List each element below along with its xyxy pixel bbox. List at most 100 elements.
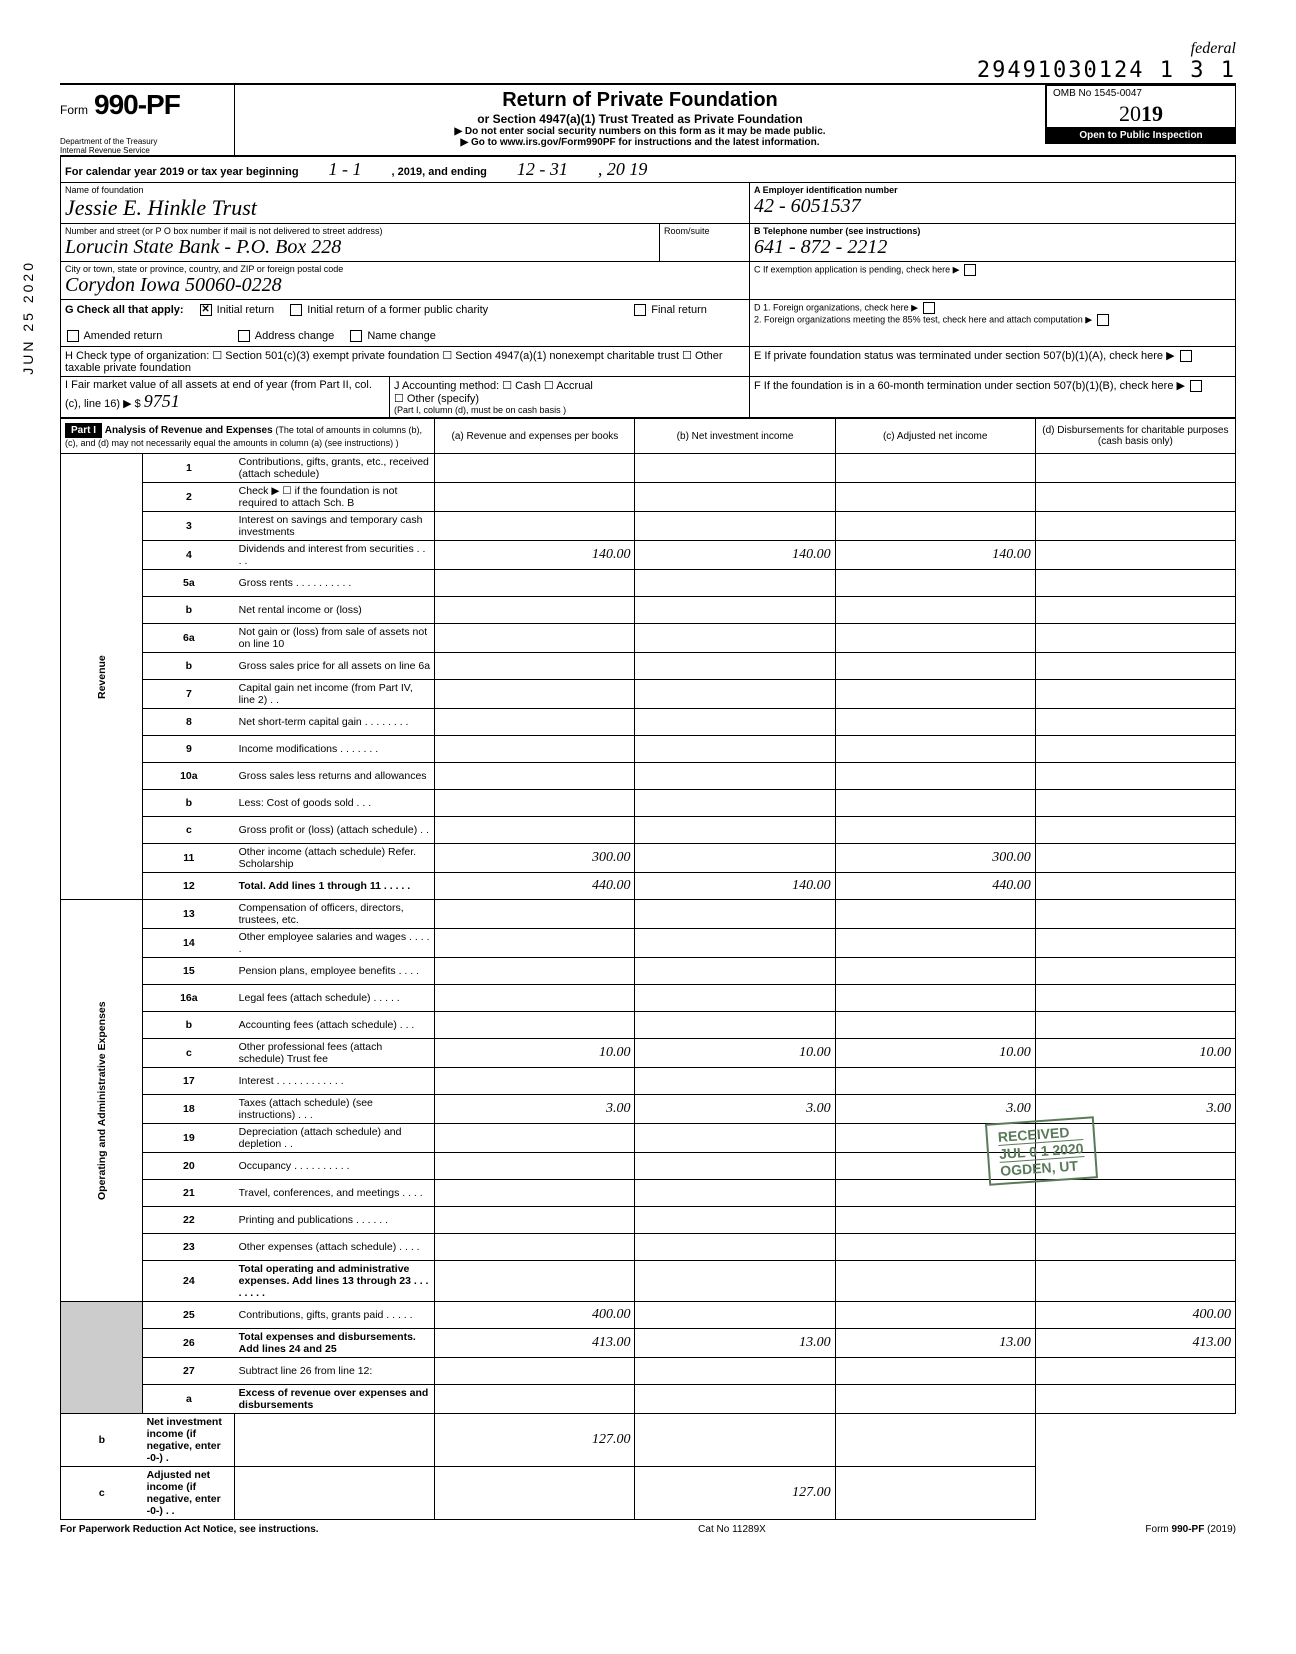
ein-value[interactable]: 42 - 6051537 [754, 195, 1231, 218]
amount-cell[interactable] [635, 512, 835, 541]
amount-cell[interactable] [635, 1414, 835, 1467]
amount-cell[interactable] [635, 958, 835, 985]
d1-cb[interactable] [923, 302, 935, 314]
amount-cell[interactable] [835, 1385, 1035, 1414]
i-value[interactable]: 9751 [144, 391, 180, 411]
cal-begin[interactable]: 1 - 1 [329, 159, 362, 180]
amount-cell[interactable]: 300.00 [435, 844, 635, 873]
amount-cell[interactable] [1035, 680, 1235, 709]
amount-cell[interactable] [635, 1153, 835, 1180]
amount-cell[interactable]: 140.00 [635, 873, 835, 900]
amount-cell[interactable] [235, 1414, 435, 1467]
amount-cell[interactable]: 3.00 [435, 1095, 635, 1124]
amount-cell[interactable] [635, 653, 835, 680]
d2-cb[interactable] [1097, 314, 1109, 326]
amount-cell[interactable] [835, 1467, 1035, 1520]
c-checkbox[interactable] [964, 264, 976, 276]
amount-cell[interactable] [635, 1385, 835, 1414]
amount-cell[interactable]: 440.00 [835, 873, 1035, 900]
amount-cell[interactable] [635, 736, 835, 763]
amount-cell[interactable] [635, 1180, 835, 1207]
amount-cell[interactable] [635, 597, 835, 624]
amount-cell[interactable] [635, 985, 835, 1012]
amount-cell[interactable] [835, 512, 1035, 541]
amount-cell[interactable] [1035, 653, 1235, 680]
amount-cell[interactable] [835, 763, 1035, 790]
amount-cell[interactable] [1035, 929, 1235, 958]
amount-cell[interactable] [1035, 1234, 1235, 1261]
amount-cell[interactable] [435, 624, 635, 653]
amount-cell[interactable]: 140.00 [435, 541, 635, 570]
amount-cell[interactable] [1035, 1358, 1235, 1385]
amount-cell[interactable] [435, 1385, 635, 1414]
amount-cell[interactable] [235, 1467, 435, 1520]
amount-cell[interactable] [435, 1234, 635, 1261]
amount-cell[interactable] [835, 624, 1035, 653]
amount-cell[interactable] [635, 844, 835, 873]
amount-cell[interactable] [435, 1207, 635, 1234]
g-amended[interactable] [67, 330, 79, 342]
amount-cell[interactable] [835, 1358, 1035, 1385]
amount-cell[interactable] [1035, 985, 1235, 1012]
amount-cell[interactable]: 140.00 [635, 541, 835, 570]
amount-cell[interactable] [835, 454, 1035, 483]
amount-cell[interactable] [435, 1124, 635, 1153]
amount-cell[interactable] [635, 570, 835, 597]
amount-cell[interactable] [1035, 624, 1235, 653]
amount-cell[interactable] [835, 958, 1035, 985]
amount-cell[interactable] [1035, 483, 1235, 512]
amount-cell[interactable] [635, 483, 835, 512]
g-initial-return[interactable] [200, 304, 212, 316]
amount-cell[interactable] [635, 680, 835, 709]
amount-cell[interactable] [435, 1180, 635, 1207]
amount-cell[interactable]: 413.00 [435, 1329, 635, 1358]
street-value[interactable]: Lorucin State Bank - P.O. Box 228 [65, 236, 655, 259]
amount-cell[interactable] [1035, 1385, 1235, 1414]
amount-cell[interactable]: 10.00 [635, 1039, 835, 1068]
amount-cell[interactable] [435, 817, 635, 844]
amount-cell[interactable] [435, 454, 635, 483]
amount-cell[interactable] [435, 929, 635, 958]
amount-cell[interactable] [1035, 958, 1235, 985]
amount-cell[interactable] [635, 624, 835, 653]
amount-cell[interactable] [635, 929, 835, 958]
amount-cell[interactable] [1035, 597, 1235, 624]
amount-cell[interactable] [1035, 1012, 1235, 1039]
amount-cell[interactable]: 10.00 [835, 1039, 1035, 1068]
foundation-name[interactable]: Jessie E. Hinkle Trust [65, 195, 745, 221]
amount-cell[interactable]: 127.00 [435, 1414, 635, 1467]
amount-cell[interactable] [435, 597, 635, 624]
amount-cell[interactable]: 413.00 [1035, 1329, 1235, 1358]
amount-cell[interactable] [835, 900, 1035, 929]
g-name[interactable] [350, 330, 362, 342]
amount-cell[interactable] [635, 454, 835, 483]
city-value[interactable]: Corydon Iowa 50060-0228 [65, 274, 745, 297]
f-cb[interactable] [1190, 380, 1202, 392]
amount-cell[interactable] [435, 1358, 635, 1385]
amount-cell[interactable] [1035, 873, 1235, 900]
amount-cell[interactable] [835, 1261, 1035, 1302]
amount-cell[interactable] [435, 1467, 635, 1520]
amount-cell[interactable]: 400.00 [1035, 1302, 1235, 1329]
amount-cell[interactable] [1035, 570, 1235, 597]
amount-cell[interactable] [835, 929, 1035, 958]
amount-cell[interactable] [835, 1012, 1035, 1039]
g-former[interactable] [290, 304, 302, 316]
amount-cell[interactable] [1035, 709, 1235, 736]
amount-cell[interactable] [435, 736, 635, 763]
amount-cell[interactable] [635, 790, 835, 817]
amount-cell[interactable]: 10.00 [435, 1039, 635, 1068]
amount-cell[interactable] [435, 1261, 635, 1302]
amount-cell[interactable] [635, 1234, 835, 1261]
amount-cell[interactable]: 3.00 [635, 1095, 835, 1124]
amount-cell[interactable] [435, 1068, 635, 1095]
amount-cell[interactable] [835, 680, 1035, 709]
amount-cell[interactable] [435, 512, 635, 541]
amount-cell[interactable] [635, 900, 835, 929]
amount-cell[interactable] [1035, 790, 1235, 817]
amount-cell[interactable] [435, 900, 635, 929]
amount-cell[interactable]: 13.00 [635, 1329, 835, 1358]
amount-cell[interactable]: 140.00 [835, 541, 1035, 570]
amount-cell[interactable] [835, 817, 1035, 844]
amount-cell[interactable] [635, 1261, 835, 1302]
